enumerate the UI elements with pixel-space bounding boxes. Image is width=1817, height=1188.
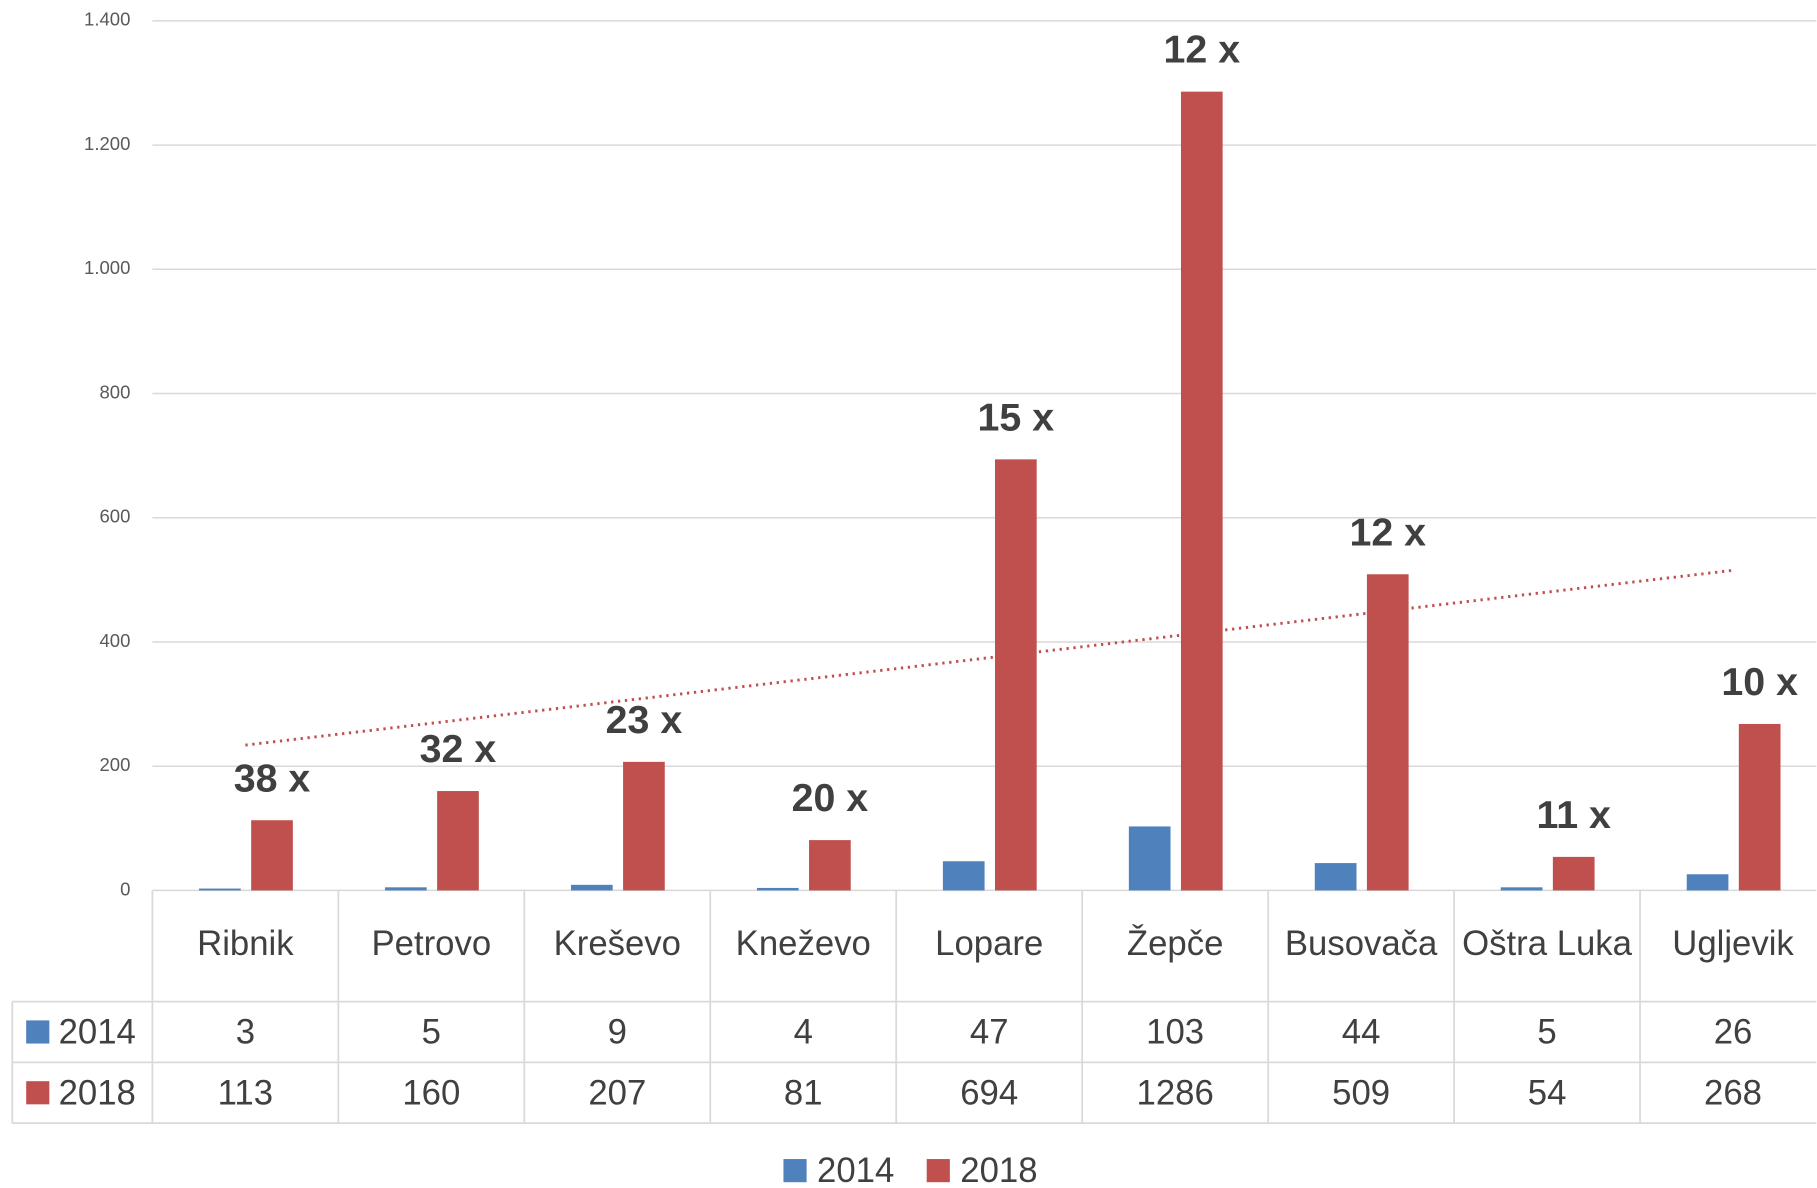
table-value: 5 bbox=[422, 1013, 441, 1051]
table-value: 4 bbox=[794, 1013, 813, 1051]
annotation: 32 x bbox=[420, 727, 497, 771]
bar bbox=[1314, 863, 1357, 891]
x-tick-label: Petrovo bbox=[372, 925, 492, 963]
table-value: 207 bbox=[588, 1074, 646, 1112]
table-value: 113 bbox=[218, 1074, 273, 1112]
legend-label: 2018 bbox=[960, 1152, 1037, 1188]
x-tick-label: Busovača bbox=[1285, 925, 1438, 963]
y-tick-label: 200 bbox=[99, 754, 130, 775]
trendline bbox=[245, 568, 1734, 747]
table-row-label: 2014 bbox=[59, 1013, 136, 1051]
annotation: 11 x bbox=[1536, 793, 1611, 837]
x-tick-label: Žepče bbox=[1127, 924, 1224, 963]
bar bbox=[1686, 874, 1729, 891]
bar bbox=[437, 791, 479, 891]
y-tick-label: 600 bbox=[99, 506, 130, 527]
bar bbox=[1128, 826, 1171, 891]
x-tick-label: Ribnik bbox=[197, 925, 294, 963]
y-tick-label: 1.000 bbox=[84, 257, 130, 278]
table-value: 509 bbox=[1332, 1074, 1390, 1112]
y-tick-label: 400 bbox=[99, 630, 130, 651]
table-value: 160 bbox=[402, 1074, 460, 1112]
table-value: 3 bbox=[236, 1013, 255, 1051]
bar bbox=[1552, 856, 1595, 891]
bar bbox=[809, 840, 851, 891]
annotation: 15 x bbox=[978, 395, 1055, 439]
bar bbox=[1180, 91, 1223, 891]
annotation: 20 x bbox=[792, 776, 869, 820]
bar bbox=[942, 861, 985, 891]
table-value: 9 bbox=[608, 1013, 627, 1051]
table-legend-key bbox=[26, 1020, 50, 1044]
table-row-label: 2018 bbox=[59, 1074, 136, 1112]
bar bbox=[385, 887, 427, 891]
legend-label: 2014 bbox=[817, 1152, 894, 1188]
table-value: 81 bbox=[784, 1074, 823, 1112]
y-tick-label: 1.200 bbox=[84, 133, 130, 154]
bar bbox=[251, 820, 293, 891]
annotation: 12 x bbox=[1349, 510, 1426, 554]
y-tick-label: 1.400 bbox=[84, 9, 130, 30]
x-tick-label: Ugljevik bbox=[1672, 925, 1794, 963]
bar bbox=[199, 888, 241, 891]
table-value: 5 bbox=[1537, 1013, 1556, 1051]
bar bbox=[756, 887, 799, 891]
x-tick-label: Lopare bbox=[935, 925, 1043, 963]
annotation: 12 x bbox=[1163, 28, 1240, 72]
x-tick-label: Kreševo bbox=[554, 925, 681, 963]
legend-key bbox=[926, 1159, 950, 1183]
table-value: 1286 bbox=[1137, 1074, 1214, 1112]
bar bbox=[623, 761, 665, 891]
table-value: 103 bbox=[1146, 1013, 1204, 1051]
bar bbox=[994, 459, 1037, 891]
x-tick-label: Kneževo bbox=[736, 925, 871, 963]
bar bbox=[1738, 723, 1781, 891]
y-tick-label: 800 bbox=[99, 381, 130, 402]
bar bbox=[1500, 887, 1543, 891]
bar bbox=[1366, 574, 1409, 891]
annotation: 38 x bbox=[234, 756, 311, 800]
table-value: 26 bbox=[1714, 1013, 1753, 1051]
legend-key bbox=[783, 1159, 807, 1183]
y-tick-label: 0 bbox=[120, 878, 130, 899]
table-legend-key bbox=[26, 1081, 50, 1105]
table-value: 54 bbox=[1528, 1074, 1567, 1112]
annotation: 10 x bbox=[1721, 660, 1798, 704]
table-value: 44 bbox=[1342, 1013, 1381, 1051]
bar bbox=[570, 884, 613, 891]
x-tick-label: Oštra Luka bbox=[1462, 925, 1633, 963]
annotation: 23 x bbox=[606, 698, 683, 742]
table-value: 47 bbox=[970, 1013, 1009, 1051]
table-value: 694 bbox=[960, 1074, 1018, 1112]
table-value: 268 bbox=[1704, 1074, 1762, 1112]
